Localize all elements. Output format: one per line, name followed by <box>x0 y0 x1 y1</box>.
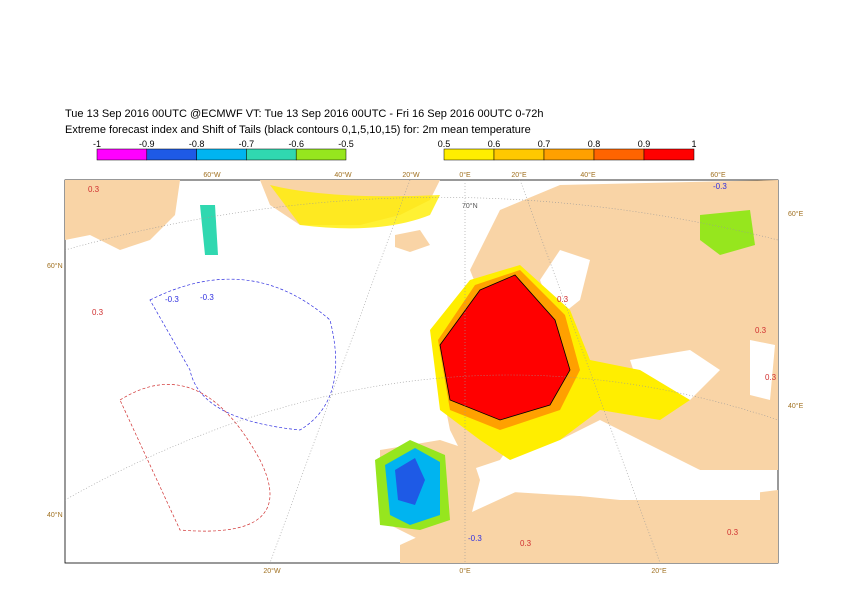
contour-label: 0.3 <box>557 295 569 304</box>
legend-tick-label: -0.7 <box>239 139 255 149</box>
land <box>395 230 430 252</box>
legend-swatch <box>146 148 197 161</box>
coord-label: 40°W <box>334 171 352 179</box>
contour-label: 0.3 <box>727 528 739 537</box>
coord-label: 0°E <box>459 567 471 575</box>
parallel-label: 70°N <box>462 202 478 210</box>
coord-label: 60°N <box>47 262 63 270</box>
sea <box>480 430 760 500</box>
legend-tick-label: -0.5 <box>338 139 354 149</box>
coord-label: 40°E <box>580 171 596 179</box>
legend-swatch <box>543 148 595 161</box>
coord-label: 20°W <box>402 171 420 179</box>
legend-tick-label: 1 <box>691 139 696 149</box>
efi-area <box>700 210 755 255</box>
sea <box>750 340 775 400</box>
subtitle: Extreme forecast index and Shift of Tail… <box>65 124 531 136</box>
coord-label: 60°E <box>788 210 804 218</box>
graticule <box>519 180 661 563</box>
contour-label: -0.3 <box>200 293 214 302</box>
contour <box>119 384 271 532</box>
coord-label: 20°W <box>263 567 281 575</box>
map-labels: 60°W 40°W 20°W 0°E 20°E 40°E 60°E 60°N 40°N 60°E 4… <box>47 171 804 575</box>
legend-swatch <box>493 148 545 161</box>
graticule <box>269 180 411 563</box>
contour-label: -0.3 <box>468 534 482 543</box>
land <box>65 180 180 250</box>
title: Tue 13 Sep 2016 00UTC @ECMWF VT: Tue 13 … <box>65 108 544 120</box>
legend: -1 -0.9 -0.8 -0.7 -0.6 -0.5 0.5 0.6 0.7 0.8 0.9 1 <box>93 139 697 161</box>
legend-swatch <box>443 148 495 161</box>
graticule <box>65 197 778 251</box>
contour-label: 0.3 <box>765 373 777 382</box>
legend-tick-label: 0.8 <box>588 139 601 149</box>
legend-tick-label: 0.7 <box>538 139 551 149</box>
efi-area <box>270 185 440 229</box>
contour-label: 0.3 <box>92 308 104 317</box>
efi-area <box>395 458 425 505</box>
legend-swatch <box>295 148 347 161</box>
coord-label: 60°E <box>710 171 726 179</box>
contour-label: -0.3 <box>165 295 179 304</box>
contour-label: 0.3 <box>520 539 532 548</box>
coord-label: 20°E <box>511 171 527 179</box>
legend-tick-label: -0.6 <box>288 139 304 149</box>
coord-label: 60°W <box>203 171 221 179</box>
legend-swatch <box>593 148 645 161</box>
contour-label: -0.3 <box>713 182 727 191</box>
map <box>64 179 779 564</box>
coord-label: 40°E <box>788 402 804 410</box>
contour-label: 0.3 <box>88 185 100 194</box>
legend-tick-label: -1 <box>93 139 101 149</box>
legend-swatch <box>196 148 247 161</box>
legend-swatch <box>246 148 297 161</box>
legend-tick-label: 0.6 <box>488 139 501 149</box>
efi-area <box>439 274 571 421</box>
legend-tick-label: 0.5 <box>438 139 451 149</box>
efi-area <box>200 205 218 255</box>
coord-label: 0°E <box>459 171 471 179</box>
legend-swatch <box>643 148 695 161</box>
legend-tick-label: 0.9 <box>638 139 651 149</box>
legend-tick-label: -0.8 <box>189 139 205 149</box>
legend-swatch <box>96 148 148 161</box>
coord-label: 40°N <box>47 511 63 519</box>
land <box>400 490 778 563</box>
contour-label: 0.3 <box>755 326 767 335</box>
coord-label: 20°E <box>651 567 667 575</box>
legend-tick-label: -0.9 <box>139 139 155 149</box>
contour <box>149 278 336 431</box>
